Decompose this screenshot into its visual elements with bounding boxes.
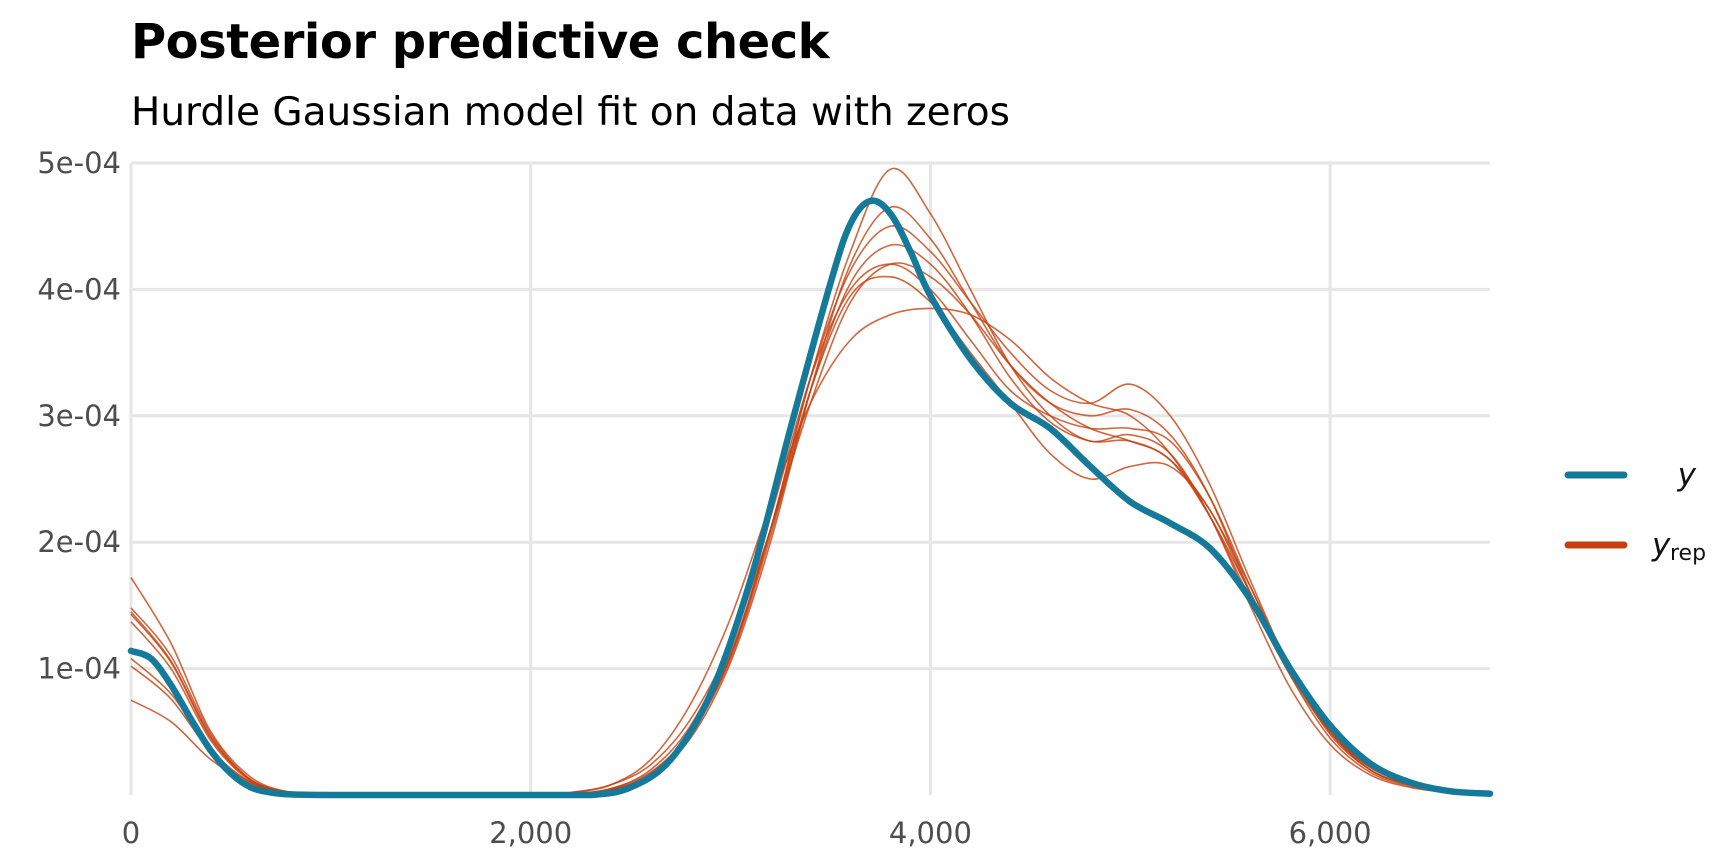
y-tick-label: 3e-04 [37,399,121,433]
legend-label: y [1651,527,1671,563]
x-tick-label: 4,000 [889,816,972,850]
yrep-series-line [130,225,1491,796]
x-tick-label: 0 [122,816,140,850]
legend-label-subscript: rep [1670,541,1706,566]
y-tick-label: 4e-04 [37,272,121,306]
chart-subtitle: Hurdle Gaussian model fit on data with z… [131,90,1010,135]
yrep-series-line [130,243,1491,796]
y-tick-label: 5e-04 [37,146,121,180]
x-tick-label: 6,000 [1289,816,1372,850]
y-tick-label: 1e-04 [37,652,121,686]
chart-title: Posterior predictive check [131,14,830,70]
series-lines [127,167,1494,799]
yrep-series-line [130,307,1491,796]
axis-tick-labels: 1e-04 2e-04 3e-04 4e-04 5e-04 0 2,000 4,000 6,00… [37,146,1371,850]
y-tick-label: 2e-04 [37,525,121,559]
yrep-series-line [130,167,1491,796]
yrep-series-line [130,205,1491,796]
x-tick-label: 2,000 [489,816,572,850]
legend-label: y [1677,457,1697,493]
gridlines [129,161,1490,795]
y-series-line [127,197,1494,799]
legend: yy rep [1564,457,1706,566]
